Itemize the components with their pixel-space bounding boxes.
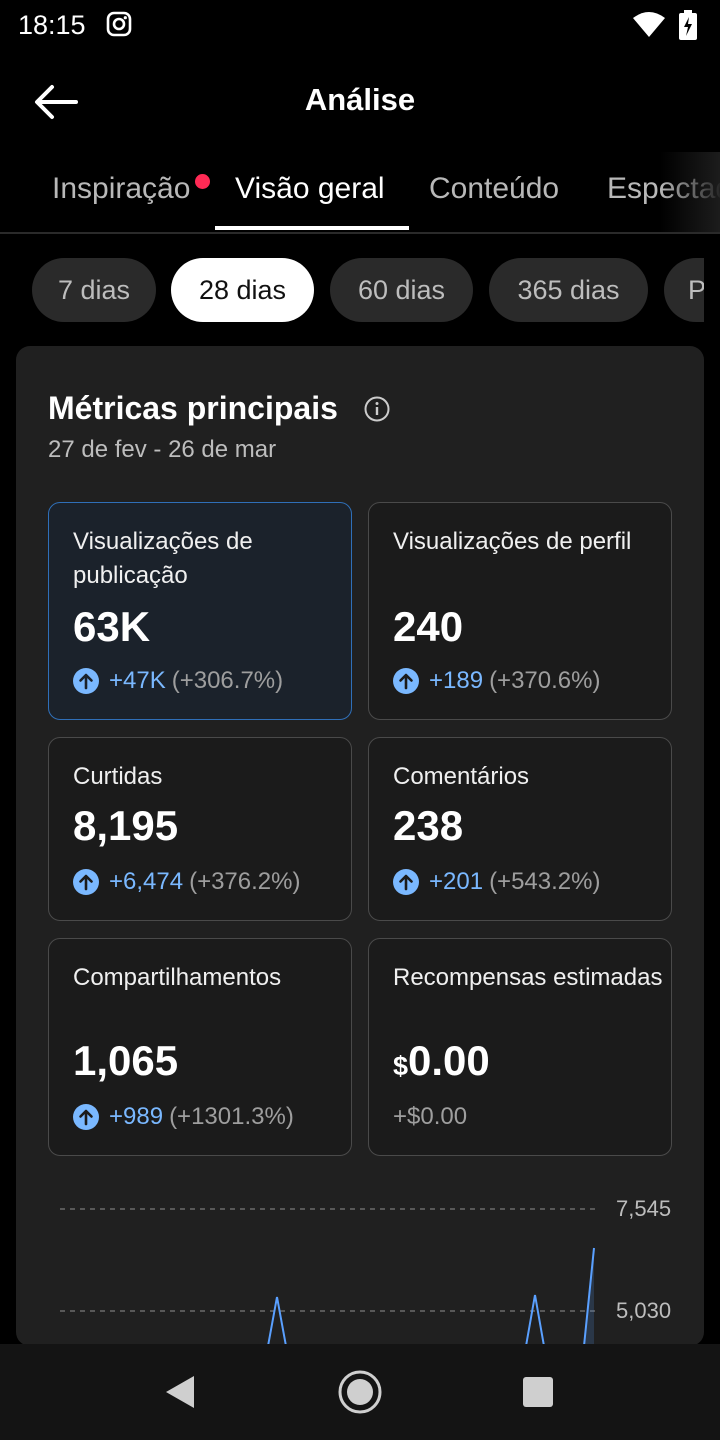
metric-value: 63K	[73, 603, 151, 650]
change-absolute: +201	[429, 868, 484, 895]
date-range: 27 de fev - 26 de mar	[48, 436, 277, 463]
tab-active-underline	[215, 226, 409, 230]
metric-profile-views[interactable]: Visualizações de perfil 240 +189 (+370.6…	[368, 502, 672, 720]
change-absolute: +189	[429, 667, 484, 694]
change-absolute: +6,474	[109, 868, 184, 895]
change-percent: (+370.6%)	[489, 667, 601, 694]
metric-change: +189 (+370.6%)	[393, 667, 600, 695]
metric-post-views[interactable]: Visualizações de publicação 63K +47K (+3…	[48, 502, 352, 720]
home-circle-icon[interactable]	[337, 1369, 383, 1415]
change-percent: (+376.2%)	[189, 868, 301, 895]
metric-value: 8,195	[73, 802, 179, 849]
chip-7-dias[interactable]: 7 dias	[32, 258, 156, 322]
recents-square-icon[interactable]	[522, 1376, 554, 1408]
chart-peak-1	[267, 1296, 287, 1346]
metric-value-number: 0.00	[408, 1037, 490, 1084]
metric-value: $0.00	[393, 1037, 490, 1085]
metric-label: Visualizações de perfil	[393, 528, 632, 555]
metric-comments[interactable]: Comentários 238 +201 (+543.2%)	[368, 737, 672, 921]
change-percent: (+306.7%)	[171, 667, 284, 694]
metric-likes[interactable]: Curtidas 8,195 +6,474 (+376.2%)	[48, 737, 352, 921]
metric-change: +6,474 (+376.2%)	[73, 868, 300, 896]
back-triangle-icon[interactable]	[164, 1374, 196, 1410]
metric-label: Comentários	[393, 763, 530, 790]
card-title: Métricas principais	[48, 390, 338, 426]
metrics-chart: 7,545 5,030	[56, 1196, 696, 1346]
arrow-up-circle-icon	[73, 1104, 99, 1130]
tab-visao-geral[interactable]: Visão geral	[235, 172, 385, 205]
metric-value: 238	[393, 802, 464, 849]
metric-change: +201 (+543.2%)	[393, 868, 600, 896]
arrow-left-icon[interactable]	[30, 80, 82, 124]
metric-change: +47K (+306.7%)	[73, 667, 283, 695]
chart-peak-2	[525, 1294, 545, 1346]
metric-label: Compartilhamentos	[73, 964, 282, 991]
change-percent: (+543.2%)	[489, 868, 601, 895]
chart-line-rising	[583, 1247, 595, 1346]
app-header: Análise	[0, 56, 720, 146]
chip-60-dias[interactable]: 60 dias	[330, 258, 473, 322]
metric-label: Recompensas estimadas	[393, 964, 663, 991]
arrow-up-circle-icon	[393, 869, 419, 895]
battery-charging-icon	[679, 10, 697, 40]
change-plain: +$0.00	[393, 1103, 468, 1130]
change-absolute: +47K	[109, 667, 166, 694]
tab-conteudo[interactable]: Conteúdo	[429, 172, 560, 205]
system-nav-bar	[0, 1344, 720, 1440]
chip-365-dias[interactable]: 365 dias	[489, 258, 648, 322]
metric-value: 240	[393, 603, 464, 650]
chip-28-dias[interactable]: 28 dias	[171, 258, 314, 322]
info-icon[interactable]	[363, 395, 391, 423]
metric-change: +$0.00	[393, 1103, 467, 1131]
status-time: 18:15	[18, 10, 86, 40]
page-title: Análise	[304, 82, 416, 117]
currency-symbol: $	[393, 1051, 409, 1081]
wifi-icon	[633, 12, 665, 37]
arrow-up-circle-icon	[73, 869, 99, 895]
metric-label: Curtidas	[73, 763, 163, 790]
notification-dot	[195, 174, 210, 189]
chart-svg	[60, 1208, 596, 1346]
arrow-up-circle-icon	[73, 668, 99, 694]
metric-label: Visualizações de publicação	[73, 528, 253, 589]
change-absolute: +989	[109, 1103, 164, 1130]
y-tick-label: 7,545	[616, 1196, 672, 1221]
metric-value: 1,065	[73, 1037, 179, 1084]
metric-shares[interactable]: Compartilhamentos 1,065 +989 (+1301.3%)	[48, 938, 352, 1156]
status-bar: 18:15	[0, 0, 720, 50]
instagram-icon	[106, 11, 132, 37]
metrics-card: Métricas principais 27 de fev - 26 de ma…	[16, 346, 704, 1346]
change-percent: (+1301.3%)	[169, 1103, 294, 1130]
tab-inspiracao[interactable]: Inspiração	[52, 172, 191, 205]
metric-estimated-rewards[interactable]: Recompensas estimadas $0.00 +$0.00	[368, 938, 672, 1156]
arrow-up-circle-icon	[393, 668, 419, 694]
period-chips: 7 dias 28 dias 60 dias 365 dias Personal…	[0, 258, 704, 322]
tab-bar: Inspiração Visão geral Conteúdo Espectad…	[0, 152, 720, 234]
y-tick-label: 5,030	[616, 1298, 672, 1323]
tabs-fade	[660, 152, 720, 232]
metric-change: +989 (+1301.3%)	[73, 1103, 294, 1131]
chip-personalizado[interactable]: Personalizado	[664, 258, 704, 322]
